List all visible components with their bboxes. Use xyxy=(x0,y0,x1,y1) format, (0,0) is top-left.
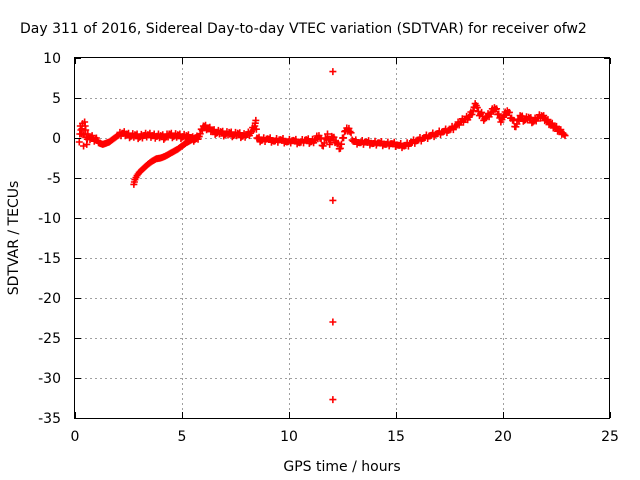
x-tick-label: 0 xyxy=(71,429,80,445)
data-points xyxy=(75,68,569,404)
y-tick-label: -10 xyxy=(38,211,61,227)
main-arc-point xyxy=(551,124,559,132)
x-tick-label: 20 xyxy=(494,429,512,445)
y-tick-label: -20 xyxy=(38,291,61,307)
main-arc-point xyxy=(310,139,318,147)
y-tick-label: -15 xyxy=(38,251,61,267)
main-arc-point xyxy=(548,119,556,127)
x-tick-labels: 0 5 10 15 20 25 xyxy=(71,429,619,445)
main-arc-point xyxy=(321,134,329,142)
main-arc-point xyxy=(543,117,551,125)
main-arc-point xyxy=(560,130,568,138)
main-arc-point xyxy=(464,116,472,124)
main-arc-point xyxy=(557,126,565,134)
main-arc-point xyxy=(206,123,214,131)
main-arc-point xyxy=(77,126,85,134)
y-tick-label: 5 xyxy=(52,91,61,107)
y-tick-labels: -35 -30 -25 -20 -15 -10 -5 0 5 10 xyxy=(38,51,61,427)
main-arc-point xyxy=(334,139,342,147)
outlier-point xyxy=(329,318,337,326)
main-arc-point xyxy=(540,112,548,120)
x-tick-label: 10 xyxy=(280,429,298,445)
chart-title: Day 311 of 2016, Sidereal Day-to-day VTE… xyxy=(20,21,587,37)
main-arc-point xyxy=(455,121,463,129)
main-arc-point xyxy=(347,129,355,137)
main-arc-point xyxy=(513,120,521,128)
main-arc-point xyxy=(251,119,259,127)
outlier-point xyxy=(329,396,337,404)
main-arc-point xyxy=(343,124,351,132)
main-arc-point xyxy=(245,132,253,140)
main-arc-point xyxy=(505,108,513,116)
x-tick-label: 25 xyxy=(601,429,619,445)
y-tick-label: -30 xyxy=(38,371,61,387)
main-arc-point xyxy=(561,132,569,140)
main-arc-point xyxy=(346,128,354,136)
descending-arc-point xyxy=(194,133,202,141)
y-axis-label: SDTVAR / TECUs xyxy=(6,181,22,296)
main-arc-point xyxy=(326,140,334,148)
y-tick-label: 10 xyxy=(43,51,61,67)
y-tick-label: 0 xyxy=(52,131,61,147)
main-arc-point xyxy=(330,133,338,141)
main-arc-point xyxy=(202,121,210,129)
plot-frame xyxy=(74,57,610,419)
main-arc-point xyxy=(81,122,89,130)
outlier-point xyxy=(329,68,337,76)
main-arc-point xyxy=(340,134,348,142)
x-tick-label: 15 xyxy=(387,429,405,445)
axis-ticks xyxy=(75,58,611,419)
main-arc-point xyxy=(75,138,83,146)
main-arc-point xyxy=(556,127,564,135)
main-arc-point xyxy=(293,140,301,148)
main-arc-point xyxy=(468,110,476,118)
y-tick-label: -35 xyxy=(38,411,61,427)
x-tick-label: 5 xyxy=(178,429,187,445)
descending-arc-point xyxy=(130,178,138,186)
main-arc-point xyxy=(280,139,288,147)
main-arc-point xyxy=(324,130,332,138)
x-axis-label: GPS time / hours xyxy=(283,459,400,475)
main-arc-point xyxy=(484,110,492,118)
main-arc-point xyxy=(544,116,552,124)
main-arc-point xyxy=(547,120,555,128)
main-arc-point xyxy=(252,125,260,133)
outlier-point xyxy=(329,196,337,204)
main-arc-point xyxy=(494,110,502,118)
main-arc-point xyxy=(553,122,560,130)
main-arc-point xyxy=(320,139,328,147)
main-arc-point xyxy=(539,113,547,121)
main-arc-point xyxy=(137,130,145,138)
main-arc-point xyxy=(337,140,345,148)
main-arc-point xyxy=(472,102,480,110)
main-arc-point xyxy=(493,105,501,113)
descending-arc-point xyxy=(132,174,140,182)
grid xyxy=(75,58,610,418)
y-tick-label: -25 xyxy=(38,331,61,347)
main-arc-point xyxy=(485,113,493,121)
main-arc-point xyxy=(184,131,192,139)
main-arc-point xyxy=(532,117,540,125)
main-arc-point xyxy=(498,116,506,124)
main-arc-point xyxy=(335,145,343,153)
main-arc-point xyxy=(267,138,275,146)
y-tick-label: -5 xyxy=(47,171,61,187)
